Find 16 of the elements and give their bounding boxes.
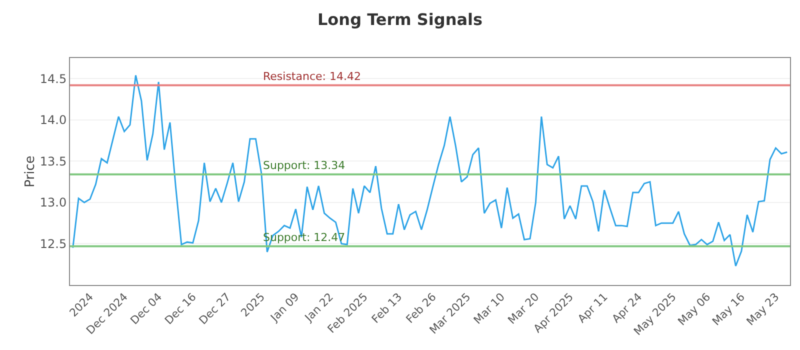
ref-line-label: Resistance: 14.42 <box>263 70 361 83</box>
chart-title: Long Term Signals <box>317 10 483 30</box>
y-tick-label: 13.0 <box>40 196 67 210</box>
x-tick-label: Mar 10 <box>471 290 508 327</box>
x-tick-label: Dec 27 <box>196 290 234 328</box>
x-tick-label: Apr 11 <box>575 290 610 326</box>
y-tick-label: 14.5 <box>40 72 67 86</box>
ref-line-label: Support: 13.34 <box>263 159 346 172</box>
x-tick-label: Dec 16 <box>162 290 199 328</box>
x-tick-label: Dec 04 <box>128 290 165 328</box>
y-tick-label: 12.5 <box>40 236 67 251</box>
y-tick-label: 14.0 <box>40 113 67 128</box>
x-tick-label: Feb 13 <box>369 290 405 326</box>
y-axis-title: Price <box>22 156 38 188</box>
y-tick-label: 13.5 <box>40 154 67 168</box>
x-tick-label: Jan 09 <box>267 290 302 325</box>
